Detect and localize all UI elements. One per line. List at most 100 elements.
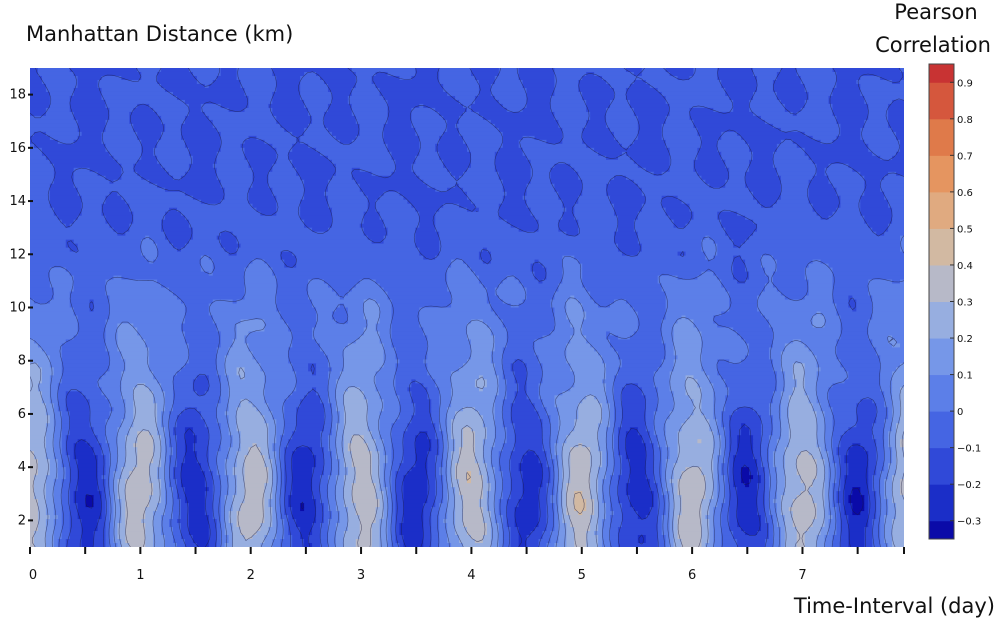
- contour-cell: [713, 387, 730, 392]
- contour-cell: [439, 235, 615, 241]
- contour-cell: [176, 439, 186, 444]
- contour-cell: [304, 103, 329, 109]
- contour-cell: [558, 407, 579, 412]
- contour-cell: [45, 443, 55, 448]
- contour-cell: [268, 423, 277, 428]
- contour-cell: [677, 459, 714, 464]
- contour-cell: [554, 479, 559, 484]
- contour-cell: [741, 479, 750, 484]
- contour-cell: [184, 119, 214, 125]
- contour-cell: [542, 471, 552, 476]
- contour-cell: [180, 247, 226, 253]
- contour-cell: [276, 459, 281, 464]
- contour-cell: [109, 399, 126, 404]
- contour-cell: [276, 423, 285, 428]
- contour-cell: [721, 375, 778, 380]
- contour-cell: [470, 107, 508, 113]
- contour-cell: [804, 343, 838, 349]
- contour-cell: [764, 119, 838, 125]
- contour-cell: [220, 339, 234, 345]
- contour-cell: [236, 491, 246, 496]
- contour-cell: [216, 367, 226, 372]
- contour-cell: [455, 487, 460, 492]
- contour-cell: [73, 111, 111, 117]
- contour-cell: [617, 447, 627, 452]
- contour-cell: [673, 487, 679, 492]
- contour-cell: [606, 511, 615, 516]
- contour-cell: [125, 447, 138, 452]
- contour-cell: [395, 167, 412, 173]
- contour-cell: [447, 119, 460, 125]
- contour-cell: [165, 435, 170, 440]
- contour-cell: [447, 415, 456, 420]
- contour-cell: [403, 195, 468, 201]
- contour-cell: [590, 451, 603, 456]
- contour-cell: [892, 447, 897, 452]
- contour-cell: [335, 435, 345, 440]
- contour-cell: [232, 503, 242, 508]
- contour-cell: [844, 431, 873, 436]
- contour-cell: [363, 327, 377, 333]
- contour-cell: [165, 455, 170, 460]
- contour-cell: [582, 75, 603, 81]
- contour-cell: [296, 447, 313, 452]
- contour-cell: [808, 395, 818, 400]
- contour-cell: [276, 275, 448, 281]
- contour-cell: [383, 463, 393, 468]
- contour-cell: [367, 319, 381, 325]
- contour-cell: [300, 203, 329, 209]
- contour-cell: [717, 147, 750, 153]
- contour-cell: [57, 215, 79, 221]
- contour-cell: [832, 483, 842, 488]
- contour-cell: [236, 68, 273, 73]
- contour-cell: [49, 383, 59, 388]
- contour-cell: [220, 483, 230, 488]
- contour-cell: [641, 387, 659, 392]
- contour-cell: [900, 487, 904, 492]
- contour-cell: [737, 499, 758, 504]
- contour-cell: [69, 303, 91, 309]
- contour-cell: [304, 191, 325, 197]
- contour-cell: [558, 467, 563, 472]
- contour-cell: [876, 451, 885, 456]
- contour-cell: [816, 371, 849, 376]
- contour-cell: [208, 455, 218, 460]
- contour-cell: [749, 143, 778, 149]
- contour-cell: [554, 475, 559, 480]
- contour-cell: [776, 443, 790, 448]
- contour-cell: [125, 411, 134, 416]
- contour-cell: [161, 411, 170, 416]
- contour-cell: [240, 435, 269, 440]
- contour-cell: [701, 359, 718, 364]
- contour-cell: [61, 447, 67, 452]
- contour-cell: [816, 171, 826, 177]
- contour-cell: [784, 371, 794, 376]
- contour-cell: [832, 383, 881, 388]
- contour-cell: [419, 251, 440, 257]
- contour-cell: [598, 475, 607, 480]
- contour-cell: [447, 439, 456, 444]
- contour-cell: [788, 435, 818, 440]
- contour-cell: [105, 195, 122, 201]
- contour-cell: [526, 203, 563, 209]
- contour-cell: [606, 183, 639, 189]
- contour-cell: [371, 451, 381, 456]
- contour-cell: [562, 271, 583, 277]
- contour-cell: [665, 507, 671, 512]
- contour-cell: [264, 375, 297, 380]
- contour-cell: [85, 395, 107, 400]
- contour-cell: [538, 279, 544, 285]
- contour-cell: [709, 503, 718, 508]
- contour-cell: [439, 411, 448, 416]
- contour-cell: [558, 123, 587, 129]
- contour-cell: [45, 491, 55, 496]
- contour-cell: [30, 395, 43, 400]
- contour-cell: [625, 487, 651, 492]
- contour-cell: [713, 463, 718, 468]
- contour-cell: [443, 443, 448, 448]
- contour-cell: [355, 135, 385, 141]
- contour-cell: [220, 423, 230, 428]
- contour-cell: [335, 443, 345, 448]
- contour-cell: [661, 323, 675, 329]
- contour-cell: [169, 411, 182, 416]
